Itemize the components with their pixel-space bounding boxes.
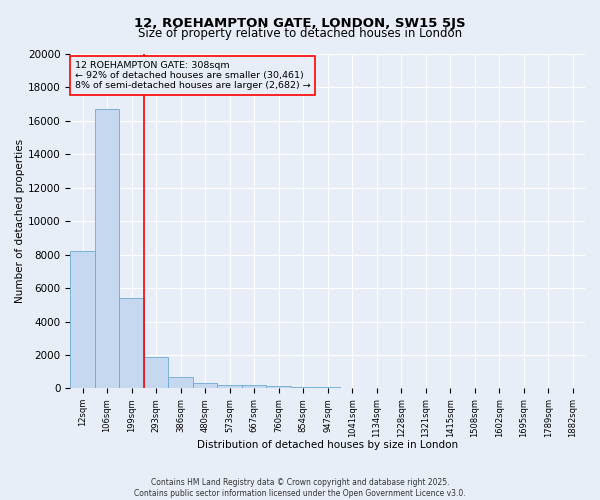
Bar xyxy=(70,252,95,388)
Bar xyxy=(119,298,144,388)
Text: 12 ROEHAMPTON GATE: 308sqm
← 92% of detached houses are smaller (30,461)
8% of s: 12 ROEHAMPTON GATE: 308sqm ← 92% of deta… xyxy=(74,60,310,90)
Y-axis label: Number of detached properties: Number of detached properties xyxy=(15,139,25,303)
Text: 12, ROEHAMPTON GATE, LONDON, SW15 5JS: 12, ROEHAMPTON GATE, LONDON, SW15 5JS xyxy=(134,18,466,30)
Bar xyxy=(291,387,316,388)
Bar xyxy=(144,358,168,388)
Bar xyxy=(217,384,242,388)
Text: Size of property relative to detached houses in London: Size of property relative to detached ho… xyxy=(138,28,462,40)
Bar xyxy=(266,386,291,388)
X-axis label: Distribution of detached houses by size in London: Distribution of detached houses by size … xyxy=(197,440,458,450)
Bar xyxy=(95,109,119,388)
Bar xyxy=(242,386,266,388)
Text: Contains HM Land Registry data © Crown copyright and database right 2025.
Contai: Contains HM Land Registry data © Crown c… xyxy=(134,478,466,498)
Bar xyxy=(193,383,217,388)
Bar xyxy=(168,376,193,388)
